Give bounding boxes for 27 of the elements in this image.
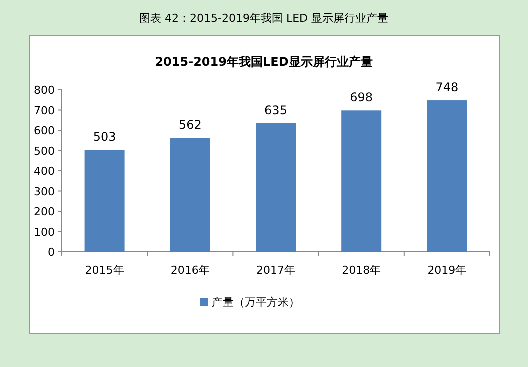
data-label: 562 (178, 118, 202, 132)
bar (84, 150, 125, 252)
bar (170, 138, 210, 252)
legend-label: 产量（万平方米） (212, 296, 300, 309)
x-tick-label: 2015年 (85, 264, 124, 277)
bar (256, 123, 296, 252)
chart-title: 图表 42：2015-2019年我国 LED 显示屏行业产量 (140, 12, 388, 25)
y-tick-label: 200 (34, 206, 55, 218)
x-tick-label: 2016年 (170, 264, 210, 277)
y-tick-label: 0 (48, 246, 55, 259)
y-tick-label: 800 (34, 84, 55, 97)
y-tick-label: 400 (34, 165, 55, 178)
chart-subtitle: 2015-2019年我国LED显示屏行业产量 (155, 55, 373, 69)
x-tick-label: 2017年 (256, 264, 296, 277)
y-tick-label: 100 (34, 226, 55, 239)
y-tick-label: 700 (34, 104, 55, 118)
bar (342, 110, 382, 252)
data-label: 748 (436, 80, 459, 95)
x-tick-label: 2019年 (428, 264, 467, 277)
data-label: 635 (264, 103, 288, 118)
y-tick-label: 300 (34, 185, 55, 198)
y-tick-label: 600 (34, 124, 55, 138)
data-label: 698 (350, 90, 374, 105)
y-tick-label: 500 (34, 144, 55, 158)
x-tick-label: 2018年 (342, 264, 382, 277)
bar (427, 100, 468, 252)
data-label: 503 (93, 130, 116, 144)
